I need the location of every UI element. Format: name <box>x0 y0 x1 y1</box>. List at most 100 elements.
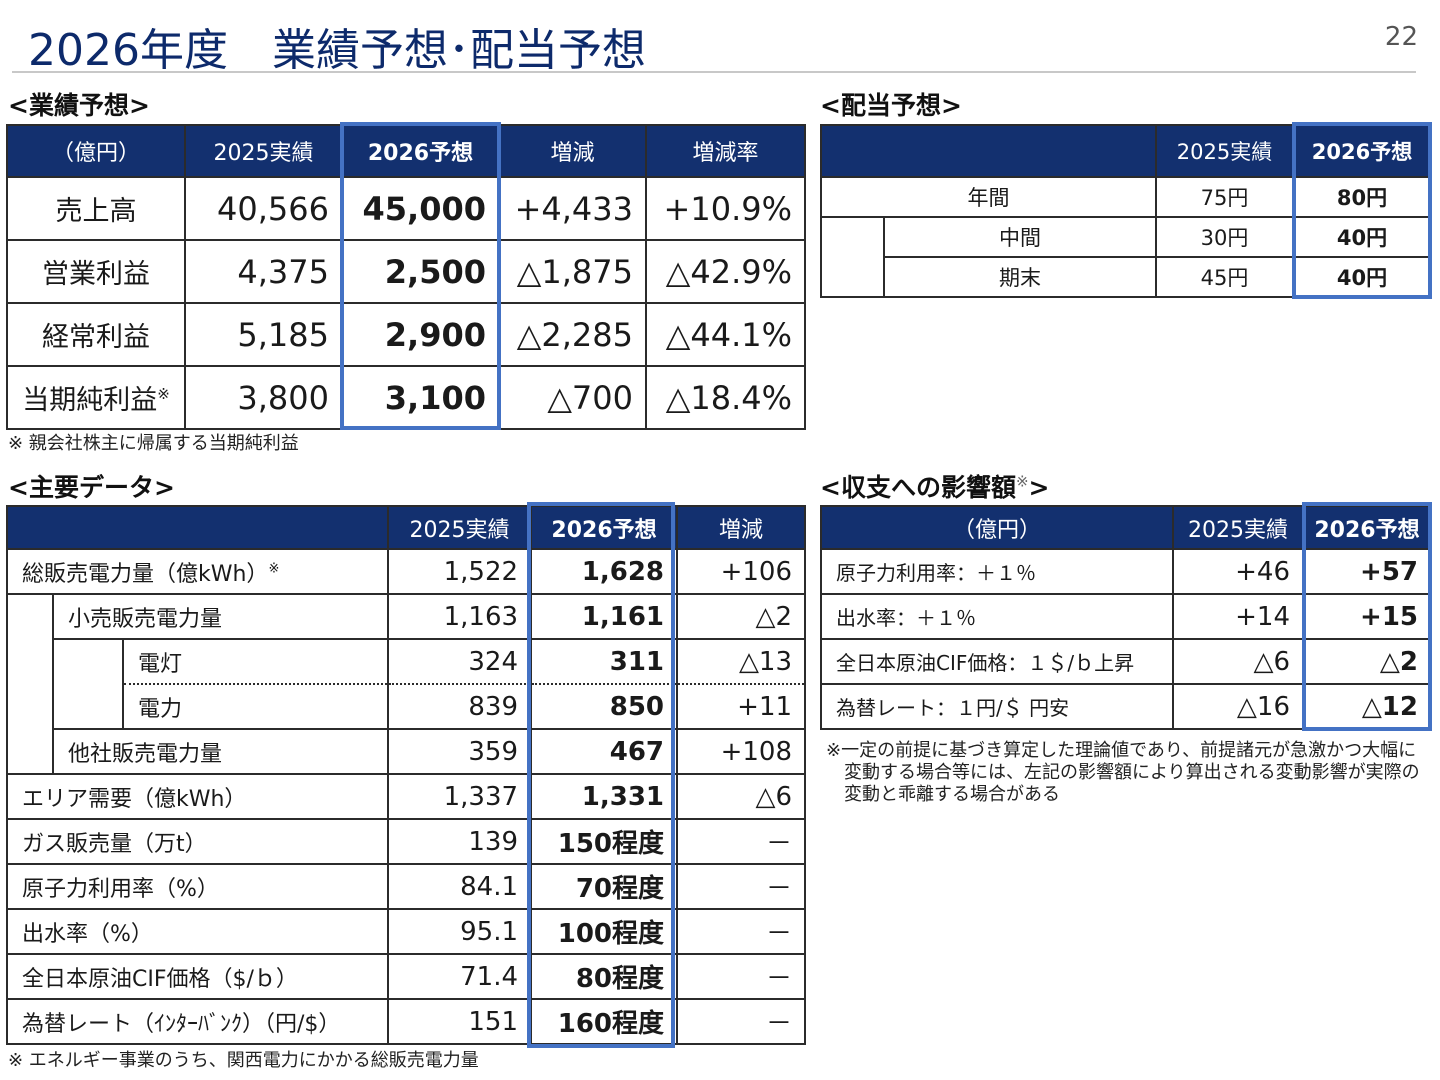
value-2025: △16 <box>1172 683 1304 730</box>
value-2025: 1,337 <box>387 773 533 820</box>
value-diff: △2,285 <box>498 302 647 367</box>
footnote-mark: ※ <box>157 385 170 403</box>
row-label-text: 総販売電力量（億kWh） <box>22 561 269 587</box>
footnote-mark: ※ <box>268 561 280 577</box>
value-2025: +14 <box>1172 593 1304 640</box>
value-2026: 3,100 <box>341 365 500 430</box>
impact-footnote-line: 変動する場合等には、左記の影響額により算出される変動影響が実際の <box>844 762 1420 783</box>
column-header: 2025実績 <box>184 124 343 178</box>
row-label: 他社販売電力量 <box>51 728 390 775</box>
row-label: 営業利益 <box>6 239 186 304</box>
table-row: 他社販売電力量 359 467 +108 <box>7 728 807 775</box>
row-label: 当期純利益※ <box>6 365 186 430</box>
earnings-heading: <業績予想> <box>8 91 150 120</box>
indent-cell <box>820 216 885 257</box>
value-2025: +46 <box>1172 548 1304 595</box>
value-2026: 311 <box>530 638 679 685</box>
value-diff: △13 <box>676 638 807 685</box>
value-diff: +4,433 <box>498 176 647 241</box>
value-2025: 4,375 <box>184 239 343 304</box>
row-label: 中間 <box>883 216 1157 258</box>
value-2025: 40,566 <box>184 176 343 241</box>
value-2026: 2,500 <box>341 239 500 304</box>
value-diff: － <box>676 908 807 955</box>
value-2026: 150程度 <box>530 818 679 865</box>
column-header: （億円） <box>820 505 1174 550</box>
value-diff: － <box>676 863 807 910</box>
value-2025: 1,522 <box>387 548 533 595</box>
table-row: 為替レート（ｲﾝﾀｰﾊﾞﾝｸ）（円/$） 151 160程度 － <box>5 998 807 1045</box>
row-label-text: 営業利益 <box>42 259 150 290</box>
value-2026: 1,161 <box>530 593 679 640</box>
value-2026: 100程度 <box>530 908 679 955</box>
row-label: 出水率（%） <box>5 908 390 955</box>
value-2025: △6 <box>1172 638 1304 685</box>
value-2025: 84.1 <box>387 863 533 910</box>
row-label: 全日本原油CIF価格：１＄/ｂ上昇 <box>820 638 1174 685</box>
value-2025: 75円 <box>1155 176 1294 218</box>
value-2025: 324 <box>387 638 533 685</box>
table-row: 期末 45円 40円 <box>820 256 1432 298</box>
column-header: 増減率 <box>645 124 806 178</box>
keydata-heading: <主要データ> <box>8 473 175 502</box>
table-row: 当期純利益※ 3,800 3,100 △700 △18.4% <box>6 365 806 430</box>
row-label: 原子力利用率：＋１％ <box>820 548 1174 595</box>
value-2025: 95.1 <box>387 908 533 955</box>
table-row: 年間 75円 80円 <box>820 176 1432 218</box>
value-2026: 467 <box>530 728 679 775</box>
value-diff: △6 <box>676 773 807 820</box>
row-label: 期末 <box>883 256 1157 298</box>
value-diff: +106 <box>676 548 807 595</box>
table-row: 売上高 40,566 45,000 +4,433 +10.9% <box>6 176 806 241</box>
value-rate: △44.1% <box>645 302 806 367</box>
value-2025: 5,185 <box>184 302 343 367</box>
value-2025: 839 <box>387 683 533 730</box>
value-2026: 850 <box>530 683 679 730</box>
dividend-table: 2025実績 2026予想 年間 75円 80円 中間 30円 40円 期末 4… <box>820 124 1432 298</box>
table-row: 経常利益 5,185 2,900 △2,285 △44.1% <box>6 302 806 367</box>
column-header: 2025実績 <box>387 505 533 550</box>
row-label: 出水率：＋１％ <box>820 593 1174 640</box>
value-2025: 359 <box>387 728 533 775</box>
value-2026: 40円 <box>1292 216 1432 258</box>
value-rate: △18.4% <box>645 365 806 430</box>
table-row: 総販売電力量（億kWh）※ 1,522 1,628 +106 <box>5 548 807 595</box>
value-2026: 40円 <box>1292 256 1432 298</box>
row-label-text: 売上高 <box>55 196 137 227</box>
table-row: エリア需要（億kWh） 1,337 1,331 △6 <box>5 773 807 820</box>
table-row: 全日本原油CIF価格（$/ｂ） 71.4 80程度 － <box>5 953 807 1000</box>
value-diff: △700 <box>498 365 647 430</box>
column-header: 増減 <box>676 505 807 550</box>
row-label: 電力 <box>121 683 390 730</box>
keydata-table: 2025実績 2026予想 増減 総販売電力量（億kWh）※ 1,522 1,6… <box>5 505 807 1045</box>
row-label: 為替レート（ｲﾝﾀｰﾊﾞﾝｸ）（円/$） <box>5 998 390 1045</box>
impact-heading-end: > <box>1028 473 1050 502</box>
value-2026: △12 <box>1302 683 1432 730</box>
row-label: 売上高 <box>6 176 186 241</box>
table-row: 全日本原油CIF価格：１＄/ｂ上昇 △6 △2 <box>820 638 1432 685</box>
row-label: 全日本原油CIF価格（$/ｂ） <box>5 953 390 1000</box>
table-row: 出水率（%） 95.1 100程度 － <box>5 908 807 955</box>
row-label: 原子力利用率（%） <box>5 863 390 910</box>
value-2026: 160程度 <box>530 998 679 1045</box>
row-label: 為替レート：１円/＄ 円安 <box>820 683 1174 730</box>
table-row: 為替レート：１円/＄ 円安 △16 △12 <box>820 683 1432 730</box>
table-row: 原子力利用率：＋１％ +46 +57 <box>820 548 1432 595</box>
value-2026: 45,000 <box>341 176 500 241</box>
value-rate: +10.9% <box>645 176 806 241</box>
column-header: （億円） <box>6 124 186 178</box>
value-rate: △42.9% <box>645 239 806 304</box>
value-2026: △2 <box>1302 638 1432 685</box>
table-header-row: 2025実績 2026予想 増減 <box>5 505 807 550</box>
table-row: 原子力利用率（%） 84.1 70程度 － <box>5 863 807 910</box>
table-row: 営業利益 4,375 2,500 △1,875 △42.9% <box>6 239 806 304</box>
table-header-row: 2025実績 2026予想 <box>820 124 1432 178</box>
value-2026: +15 <box>1302 593 1432 640</box>
column-header <box>820 124 1157 178</box>
value-2026: 70程度 <box>530 863 679 910</box>
value-2026: 2,900 <box>341 302 500 367</box>
impact-footnote-line: ※一定の前提に基づき算定した理論値であり、前提諸元が急激かつ大幅に <box>826 740 1417 761</box>
table-row: 出水率：＋１％ +14 +15 <box>820 593 1432 640</box>
table-header-row: （億円） 2025実績 2026予想 <box>820 505 1432 550</box>
earnings-footnote: ※ 親会社株主に帰属する当期純利益 <box>8 433 299 454</box>
